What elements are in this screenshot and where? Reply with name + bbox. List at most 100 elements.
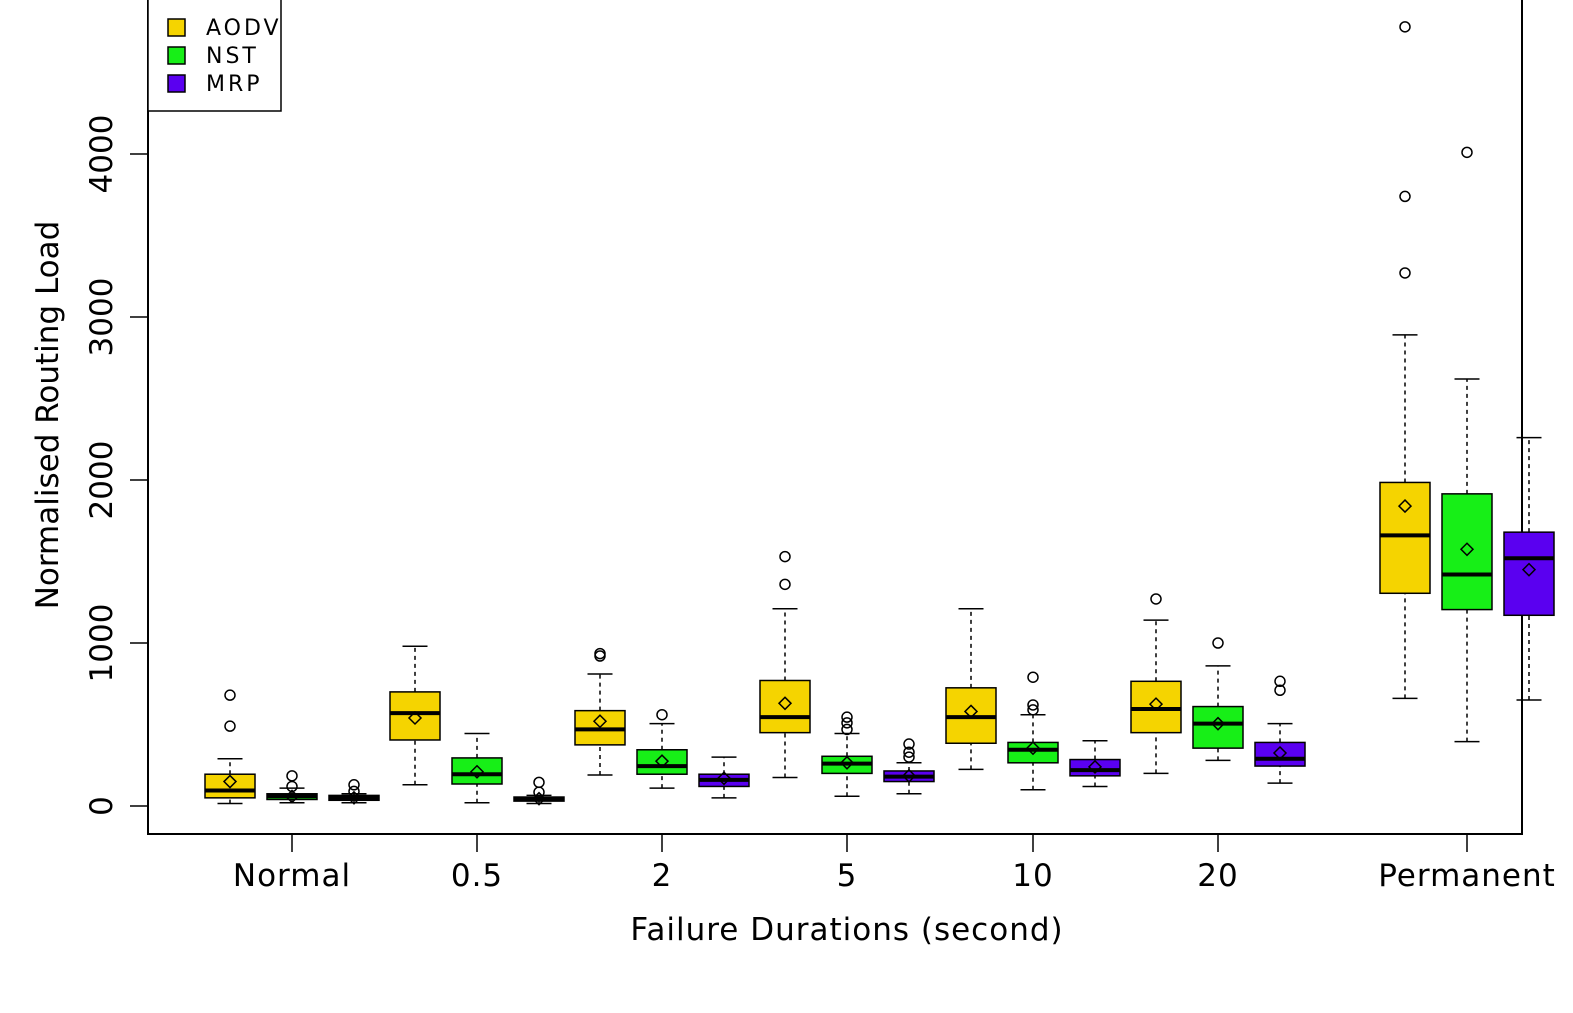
box-aodv-0-5 <box>389 645 441 786</box>
plot-layer: 0 1000 2000 3000 4000 Normal 0.5 2 5 10 20 Permanen… <box>84 21 1556 894</box>
mean-marker-aodv-20 <box>1148 697 1164 712</box>
outlier-nst-10-0 <box>1027 704 1039 716</box>
outlier-aodv-5-0 <box>779 578 791 591</box>
box-aodv-normal <box>204 689 256 805</box>
box-body-aodv-20 <box>1130 680 1182 734</box>
box-mrp-20 <box>1254 675 1306 784</box>
box-nst-2 <box>636 708 688 789</box>
box-body-aodv-5 <box>759 679 811 734</box>
x-tick-label-10: 10 <box>1012 858 1053 894</box>
mean-marker-aodv-normal <box>222 774 238 789</box>
outlier-mrp-5-0 <box>903 751 915 763</box>
mean-marker-nst-normal <box>284 789 300 804</box>
x-tick-label-Normal: Normal <box>233 858 351 894</box>
plot-frame <box>147 0 1523 835</box>
mean-marker-mrp-permanent <box>1521 562 1537 577</box>
box-body-nst-0-5 <box>451 757 503 785</box>
box-nst-permanent <box>1441 146 1493 743</box>
legend-swatch-mrp <box>167 74 186 93</box>
legend-label-mrp: MRP <box>206 72 263 97</box>
x-tick-label-20: 20 <box>1197 858 1238 894</box>
box-body-nst-20 <box>1192 705 1244 749</box>
box-mrp-5 <box>883 738 935 795</box>
mean-marker-nst-2 <box>654 754 670 769</box>
mean-marker-mrp-2 <box>716 771 732 786</box>
y-tick-label-2000: 2000 <box>84 441 120 520</box>
mean-marker-nst-0-5 <box>469 764 485 779</box>
box-mrp-2 <box>698 756 750 799</box>
box-body-aodv-0-5 <box>389 691 441 741</box>
outlier-mrp-5-2 <box>903 738 915 750</box>
outlier-nst-2-0 <box>656 708 668 721</box>
outlier-nst-20-0 <box>1212 637 1224 649</box>
box-nst-normal <box>266 770 318 804</box>
box-aodv-20 <box>1130 593 1182 775</box>
box-aodv-10 <box>945 608 997 771</box>
outlier-nst-5-2 <box>841 711 853 723</box>
outlier-mrp-5-1 <box>903 746 915 758</box>
x-tick-label-0.5: 0.5 <box>451 858 503 894</box>
outlier-aodv-permanent-0 <box>1399 267 1411 279</box>
mean-marker-aodv-10 <box>963 704 979 719</box>
mean-marker-mrp-0-5 <box>531 791 547 806</box>
box-mrp-normal <box>328 779 380 805</box>
x-tick-label-2: 2 <box>652 858 673 894</box>
mean-marker-aodv-0-5 <box>407 710 423 726</box>
mean-marker-nst-5 <box>839 755 855 770</box>
box-mrp-0-5 <box>513 776 565 806</box>
outlier-nst-normal-1 <box>286 770 298 782</box>
outlier-aodv-20-0 <box>1150 593 1162 605</box>
box-aodv-permanent <box>1379 21 1431 700</box>
outlier-aodv-2-1 <box>594 647 606 660</box>
outlier-mrp-20-0 <box>1274 684 1286 697</box>
box-body-nst-10 <box>1007 741 1059 764</box>
y-tick-label-3000: 3000 <box>84 278 120 357</box>
x-tick-label-5: 5 <box>837 858 858 894</box>
mean-marker-mrp-10 <box>1087 759 1103 774</box>
mean-marker-aodv-2 <box>592 714 608 729</box>
box-mrp-10 <box>1069 740 1121 788</box>
outlier-aodv-permanent-1 <box>1399 190 1411 203</box>
outlier-mrp-0-5-1 <box>533 776 545 789</box>
box-body-nst-2 <box>636 749 688 775</box>
legend: AODV NST MRP <box>147 0 282 112</box>
mean-marker-mrp-normal <box>346 790 362 805</box>
y-tick-label-0: 0 <box>84 796 120 816</box>
legend-swatch-aodv <box>167 18 186 37</box>
legend-label-nst: NST <box>206 44 259 69</box>
outlier-nst-5-1 <box>841 717 853 729</box>
mean-marker-nst-10 <box>1025 741 1041 756</box>
outlier-nst-5-0 <box>841 723 853 736</box>
mean-marker-aodv-permanent <box>1397 499 1413 514</box>
y-tick-label-4000: 4000 <box>84 115 120 194</box>
outlier-nst-10-2 <box>1027 671 1039 683</box>
box-aodv-2 <box>574 647 626 776</box>
y-tick-label-1000: 1000 <box>84 604 120 683</box>
box-mrp-permanent <box>1503 436 1555 701</box>
box-nst-5 <box>821 711 873 797</box>
box-nst-0-5 <box>451 732 503 804</box>
legend-label-aodv: AODV <box>206 16 282 41</box>
outlier-nst-permanent-0 <box>1461 146 1473 159</box>
outlier-aodv-5-1 <box>779 550 791 563</box>
box-body-nst-permanent <box>1441 493 1493 611</box>
y-axis-label: Normalised Routing Load <box>30 221 66 610</box>
x-tick-label-Permanent: Permanent <box>1378 858 1556 894</box>
mean-marker-mrp-5 <box>901 768 917 783</box>
outlier-nst-10-1 <box>1027 699 1039 711</box>
outlier-aodv-normal-1 <box>224 689 236 701</box>
outlier-mrp-normal-1 <box>348 779 360 791</box>
x-axis-label: Failure Durations (second) <box>630 912 1063 948</box>
outlier-aodv-permanent-2 <box>1399 21 1411 33</box>
box-body-mrp-permanent <box>1503 531 1555 617</box>
legend-swatch-nst <box>167 46 186 65</box>
mean-marker-mrp-20 <box>1272 745 1288 761</box>
box-nst-20 <box>1192 637 1244 762</box>
outlier-mrp-normal-0 <box>348 785 360 798</box>
outlier-aodv-normal-0 <box>224 720 236 732</box>
outlier-mrp-20-1 <box>1274 675 1286 688</box>
box-aodv-5 <box>759 550 811 779</box>
mean-marker-aodv-5 <box>777 696 793 711</box>
mean-marker-nst-20 <box>1210 716 1226 731</box>
